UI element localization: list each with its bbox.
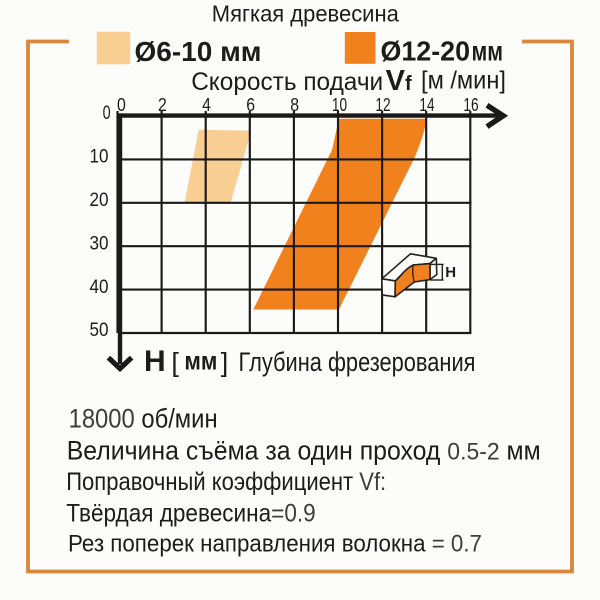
svg-text:6: 6 — [246, 95, 255, 115]
svg-text:16: 16 — [463, 95, 478, 115]
svg-text:H: H — [144, 345, 166, 378]
svg-text:14: 14 — [419, 95, 434, 115]
svg-text:H: H — [445, 264, 456, 281]
svg-text:0: 0 — [117, 95, 126, 115]
svg-text:8: 8 — [290, 95, 299, 115]
svg-text:Поправочный коэффициент Vf:: Поправочный коэффициент Vf: — [66, 468, 386, 496]
svg-text:2: 2 — [158, 95, 167, 115]
svg-text:Рез поперек направления волокн: Рез поперек направления волокна = 0.7 — [68, 531, 482, 558]
svg-text:Ø6-10 мм: Ø6-10 мм — [135, 36, 262, 67]
svg-text:Глубина фрезерования: Глубина фрезерования — [239, 347, 476, 377]
svg-text:20: 20 — [90, 189, 109, 211]
svg-text:Твёрдая древесина=0.9: Твёрдая древесина=0.9 — [66, 500, 316, 528]
svg-text:мм: мм — [184, 348, 217, 376]
svg-text:30: 30 — [90, 232, 109, 254]
svg-text:Ø12-20: Ø12-20 — [381, 36, 471, 67]
svg-text:18000 об/мин: 18000 об/мин — [69, 404, 218, 434]
svg-text:40: 40 — [90, 276, 109, 298]
svg-text:[: [ — [171, 348, 179, 378]
svg-text:10: 10 — [90, 146, 109, 168]
svg-text:0: 0 — [103, 102, 111, 124]
svg-text:Мягкая древесина: Мягкая древесина — [212, 0, 399, 26]
svg-text:12: 12 — [375, 95, 390, 115]
svg-text:мм: мм — [472, 36, 504, 67]
svg-text:50: 50 — [90, 319, 109, 341]
svg-text:]: ] — [221, 348, 229, 378]
svg-text:4: 4 — [202, 95, 211, 115]
svg-text:Скорость подачи: Скорость подачи — [191, 68, 383, 96]
svg-text:[м /мин]: [м /мин] — [421, 67, 506, 95]
svg-text:Величина съёма за один проход: Величина съёма за один проход 0.5-2 мм — [67, 436, 541, 466]
svg-text:10: 10 — [332, 95, 347, 115]
